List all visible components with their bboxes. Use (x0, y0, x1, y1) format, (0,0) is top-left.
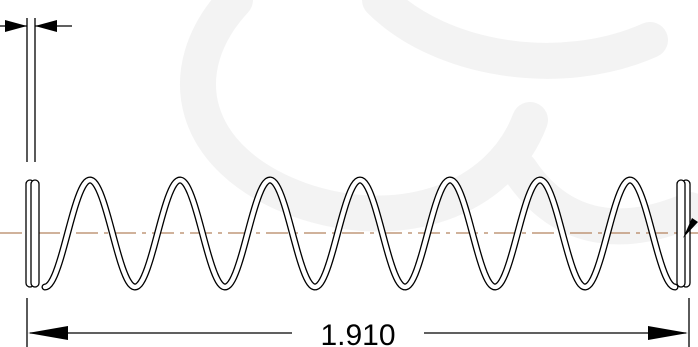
wire-diameter-dimension (0, 18, 72, 162)
overall-length-label: 1.910 (320, 319, 395, 347)
wire-arrowhead-left (5, 20, 27, 32)
end-coil-right-2 (676, 179, 686, 288)
wire-arrowhead-right (35, 20, 57, 32)
end-arrowhead (683, 218, 698, 238)
watermark-arc-3 (502, 152, 698, 245)
length-arrowhead-left (28, 326, 68, 340)
length-arrowhead-right (648, 326, 688, 340)
spring-body (25, 176, 691, 291)
coil-wire-core (42, 177, 678, 290)
watermark-arc-2 (362, 0, 668, 79)
watermark-arc-1 (180, 0, 548, 232)
watermark (180, 0, 698, 245)
end-coil-left-2 (30, 179, 40, 288)
overall-length-dimension (26, 298, 690, 347)
